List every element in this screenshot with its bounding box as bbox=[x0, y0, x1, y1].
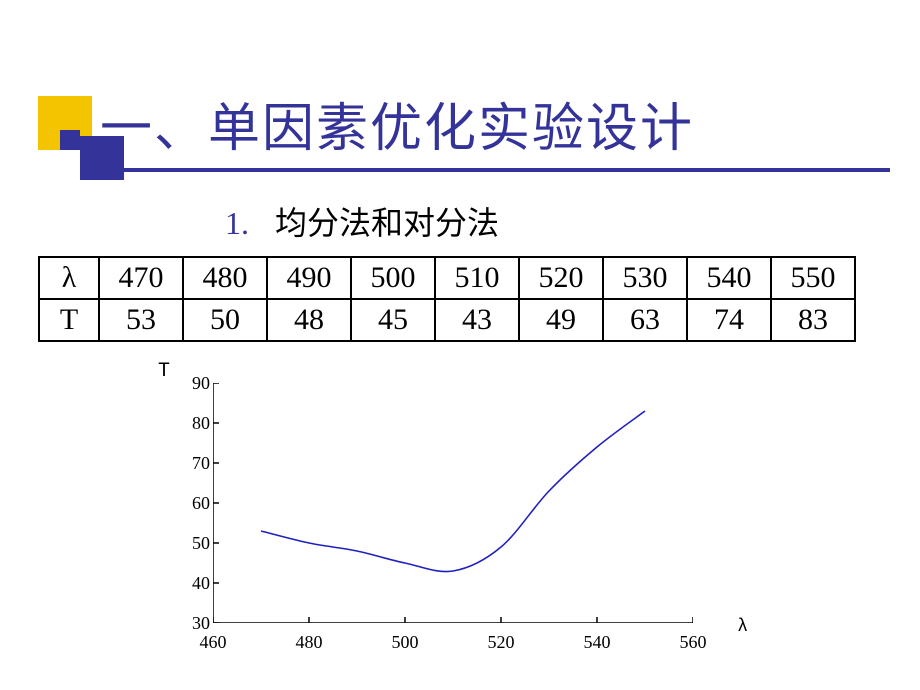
table-cell: 48 bbox=[267, 299, 351, 341]
table-cell: 510 bbox=[435, 257, 519, 299]
x-tick-label: 500 bbox=[385, 632, 425, 653]
table-cell: 550 bbox=[771, 257, 855, 299]
subtitle: 1. 均分法和对分法 bbox=[225, 198, 499, 244]
x-tick-label: 520 bbox=[481, 632, 521, 653]
row-header: T bbox=[39, 299, 99, 341]
x-tick-label: 540 bbox=[577, 632, 617, 653]
x-tick-label: 560 bbox=[673, 632, 713, 653]
y-tick-label: 40 bbox=[170, 573, 210, 594]
y-tick-label: 90 bbox=[170, 373, 210, 394]
table-cell: 43 bbox=[435, 299, 519, 341]
table-cell: 49 bbox=[519, 299, 603, 341]
y-tick-label: 60 bbox=[170, 493, 210, 514]
table-cell: 74 bbox=[687, 299, 771, 341]
table-cell: 520 bbox=[519, 257, 603, 299]
table-cell: 83 bbox=[771, 299, 855, 341]
y-axis-label: T bbox=[158, 360, 170, 383]
table-cell: 50 bbox=[183, 299, 267, 341]
decor-square-blue-small bbox=[60, 130, 80, 150]
slide: 一、单因素优化实验设计 1. 均分法和对分法 λ 470 480 490 500… bbox=[0, 0, 920, 690]
subtitle-text: 均分法和对分法 bbox=[275, 205, 499, 241]
table-cell: 540 bbox=[687, 257, 771, 299]
x-tick-label: 480 bbox=[289, 632, 329, 653]
table-cell: 470 bbox=[99, 257, 183, 299]
subtitle-number: 1. bbox=[225, 205, 249, 241]
y-tick-label: 30 bbox=[170, 613, 210, 634]
y-tick-label: 80 bbox=[170, 413, 210, 434]
decor-rule bbox=[100, 168, 890, 172]
table-cell: 45 bbox=[351, 299, 435, 341]
table-cell: 500 bbox=[351, 257, 435, 299]
y-tick-label: 70 bbox=[170, 453, 210, 474]
page-title: 一、单因素优化实验设计 bbox=[100, 86, 694, 161]
table-cell: 63 bbox=[603, 299, 687, 341]
table-row: λ 470 480 490 500 510 520 530 540 550 bbox=[39, 257, 855, 299]
table-cell: 480 bbox=[183, 257, 267, 299]
table-cell: 490 bbox=[267, 257, 351, 299]
x-tick-label: 460 bbox=[193, 632, 233, 653]
x-axis-label: λ bbox=[737, 617, 748, 637]
table-cell: 53 bbox=[99, 299, 183, 341]
table-row: T 53 50 48 45 43 49 63 74 83 bbox=[39, 299, 855, 341]
table-cell: 530 bbox=[603, 257, 687, 299]
data-table: λ 470 480 490 500 510 520 530 540 550 T … bbox=[38, 256, 856, 342]
chart-svg bbox=[213, 383, 693, 623]
row-header: λ bbox=[39, 257, 99, 299]
y-tick-label: 50 bbox=[170, 533, 210, 554]
line-chart: T λ 30405060708090460480500520540560 bbox=[158, 365, 718, 655]
